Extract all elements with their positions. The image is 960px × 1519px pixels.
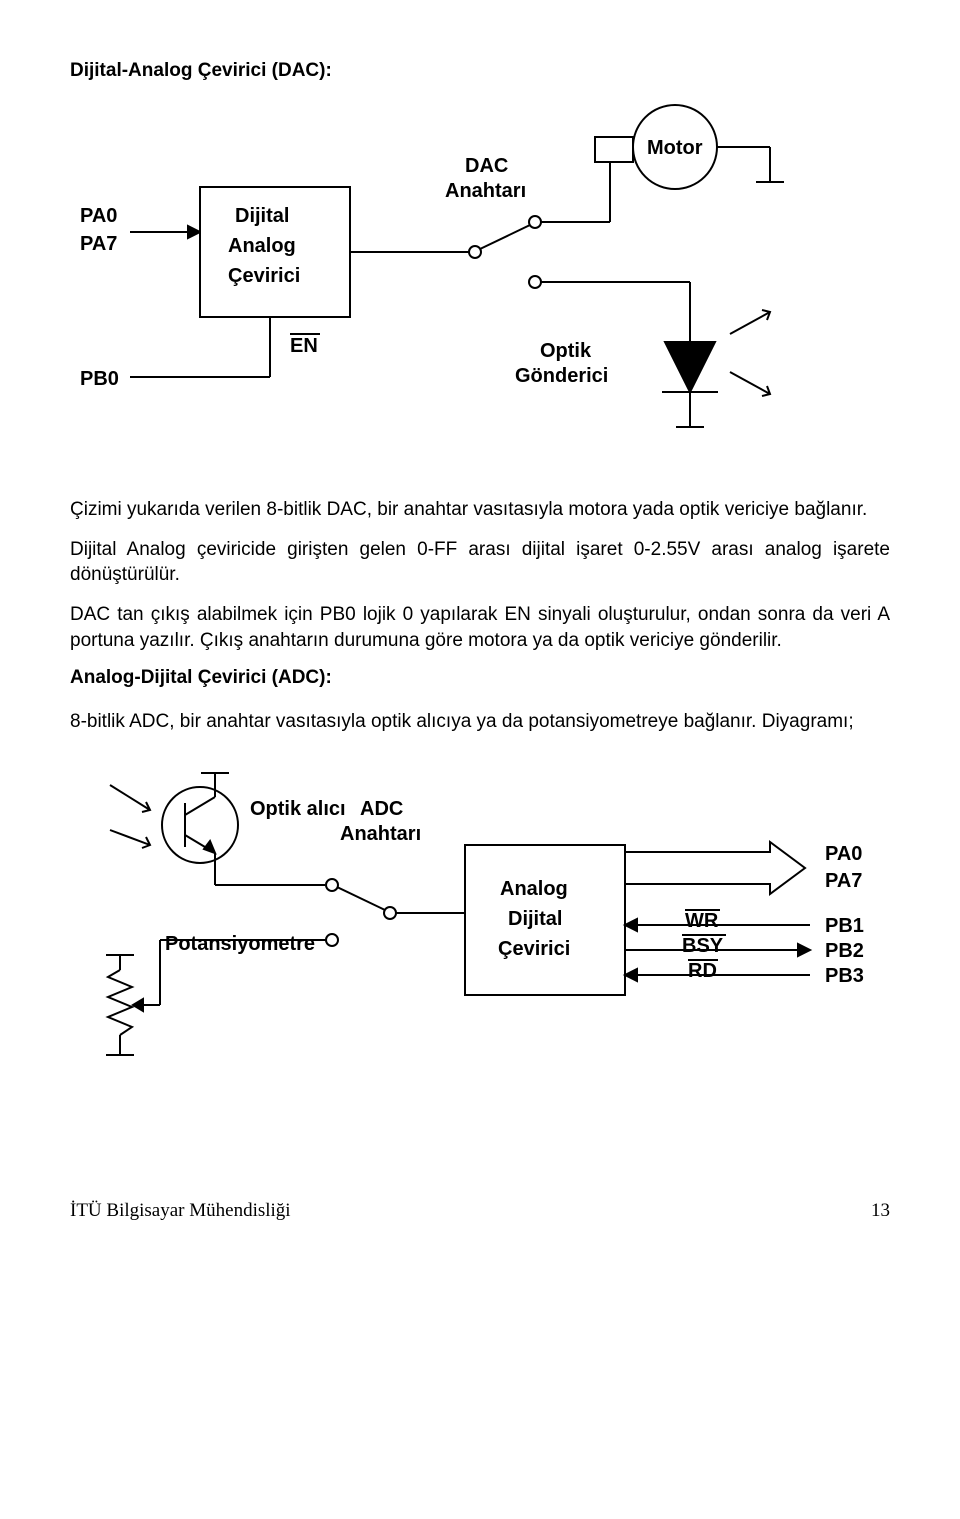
optik-l1: Optik: [540, 340, 592, 362]
dac-heading: Dijital-Analog Çevirici (DAC):: [70, 60, 890, 82]
label-pb0: PB0: [80, 368, 119, 390]
dac-box-line2: Analog: [228, 235, 296, 257]
label-bsy: BSY: [682, 935, 724, 957]
adc-switch-l2: Anahtarı: [340, 823, 421, 845]
footer-left: İTÜ Bilgisayar Mühendisliği: [70, 1200, 291, 1222]
label-pa7-adc: PA7: [825, 870, 862, 892]
label-pa0-adc: PA0: [825, 843, 862, 865]
dac-switch-l1: DAC: [465, 155, 508, 177]
footer-page-number: 13: [871, 1200, 890, 1222]
dac-diagram: PA0 PA7 Dijital Analog Çevirici EN PB0 D…: [70, 102, 890, 467]
label-pb2: PB2: [825, 940, 864, 962]
adc-box-l2: Dijital: [508, 908, 562, 930]
dac-para-3: DAC tan çıkış alabilmek için PB0 lojik 0…: [70, 602, 890, 653]
adc-heading: Analog-Dijital Çevirici (ADC):: [70, 667, 890, 689]
label-rd: RD: [688, 960, 717, 982]
optik-l2: Gönderici: [515, 365, 608, 387]
dac-para-1: Çizimi yukarıda verilen 8-bitlik DAC, bi…: [70, 497, 890, 523]
label-pb3: PB3: [825, 965, 864, 987]
label-motor: Motor: [647, 137, 703, 159]
adc-para-1: 8-bitlik ADC, bir anahtar vasıtasıyla op…: [70, 709, 890, 735]
label-en: EN: [290, 335, 318, 357]
adc-box-l3: Çevirici: [498, 938, 570, 960]
adc-diagram: Optik alıcı ADC Anahtarı Analog Dijital …: [70, 755, 890, 1080]
label-pa7: PA7: [80, 233, 117, 255]
label-pa0: PA0: [80, 205, 117, 227]
dac-box-line1: Dijital: [235, 205, 289, 227]
adc-box-l1: Analog: [500, 878, 568, 900]
label-optik-alici: Optik alıcı: [250, 798, 346, 820]
dac-para-2: Dijital Analog çeviricide girişten gelen…: [70, 537, 890, 588]
adc-switch-l1: ADC: [360, 798, 403, 820]
label-pb1: PB1: [825, 915, 864, 937]
label-wr: WR: [685, 910, 719, 932]
dac-switch-l2: Anahtarı: [445, 180, 526, 202]
label-pot: Potansiyometre: [165, 933, 315, 955]
page-footer: İTÜ Bilgisayar Mühendisliği 13: [70, 1200, 890, 1222]
dac-box-line3: Çevirici: [228, 265, 300, 287]
